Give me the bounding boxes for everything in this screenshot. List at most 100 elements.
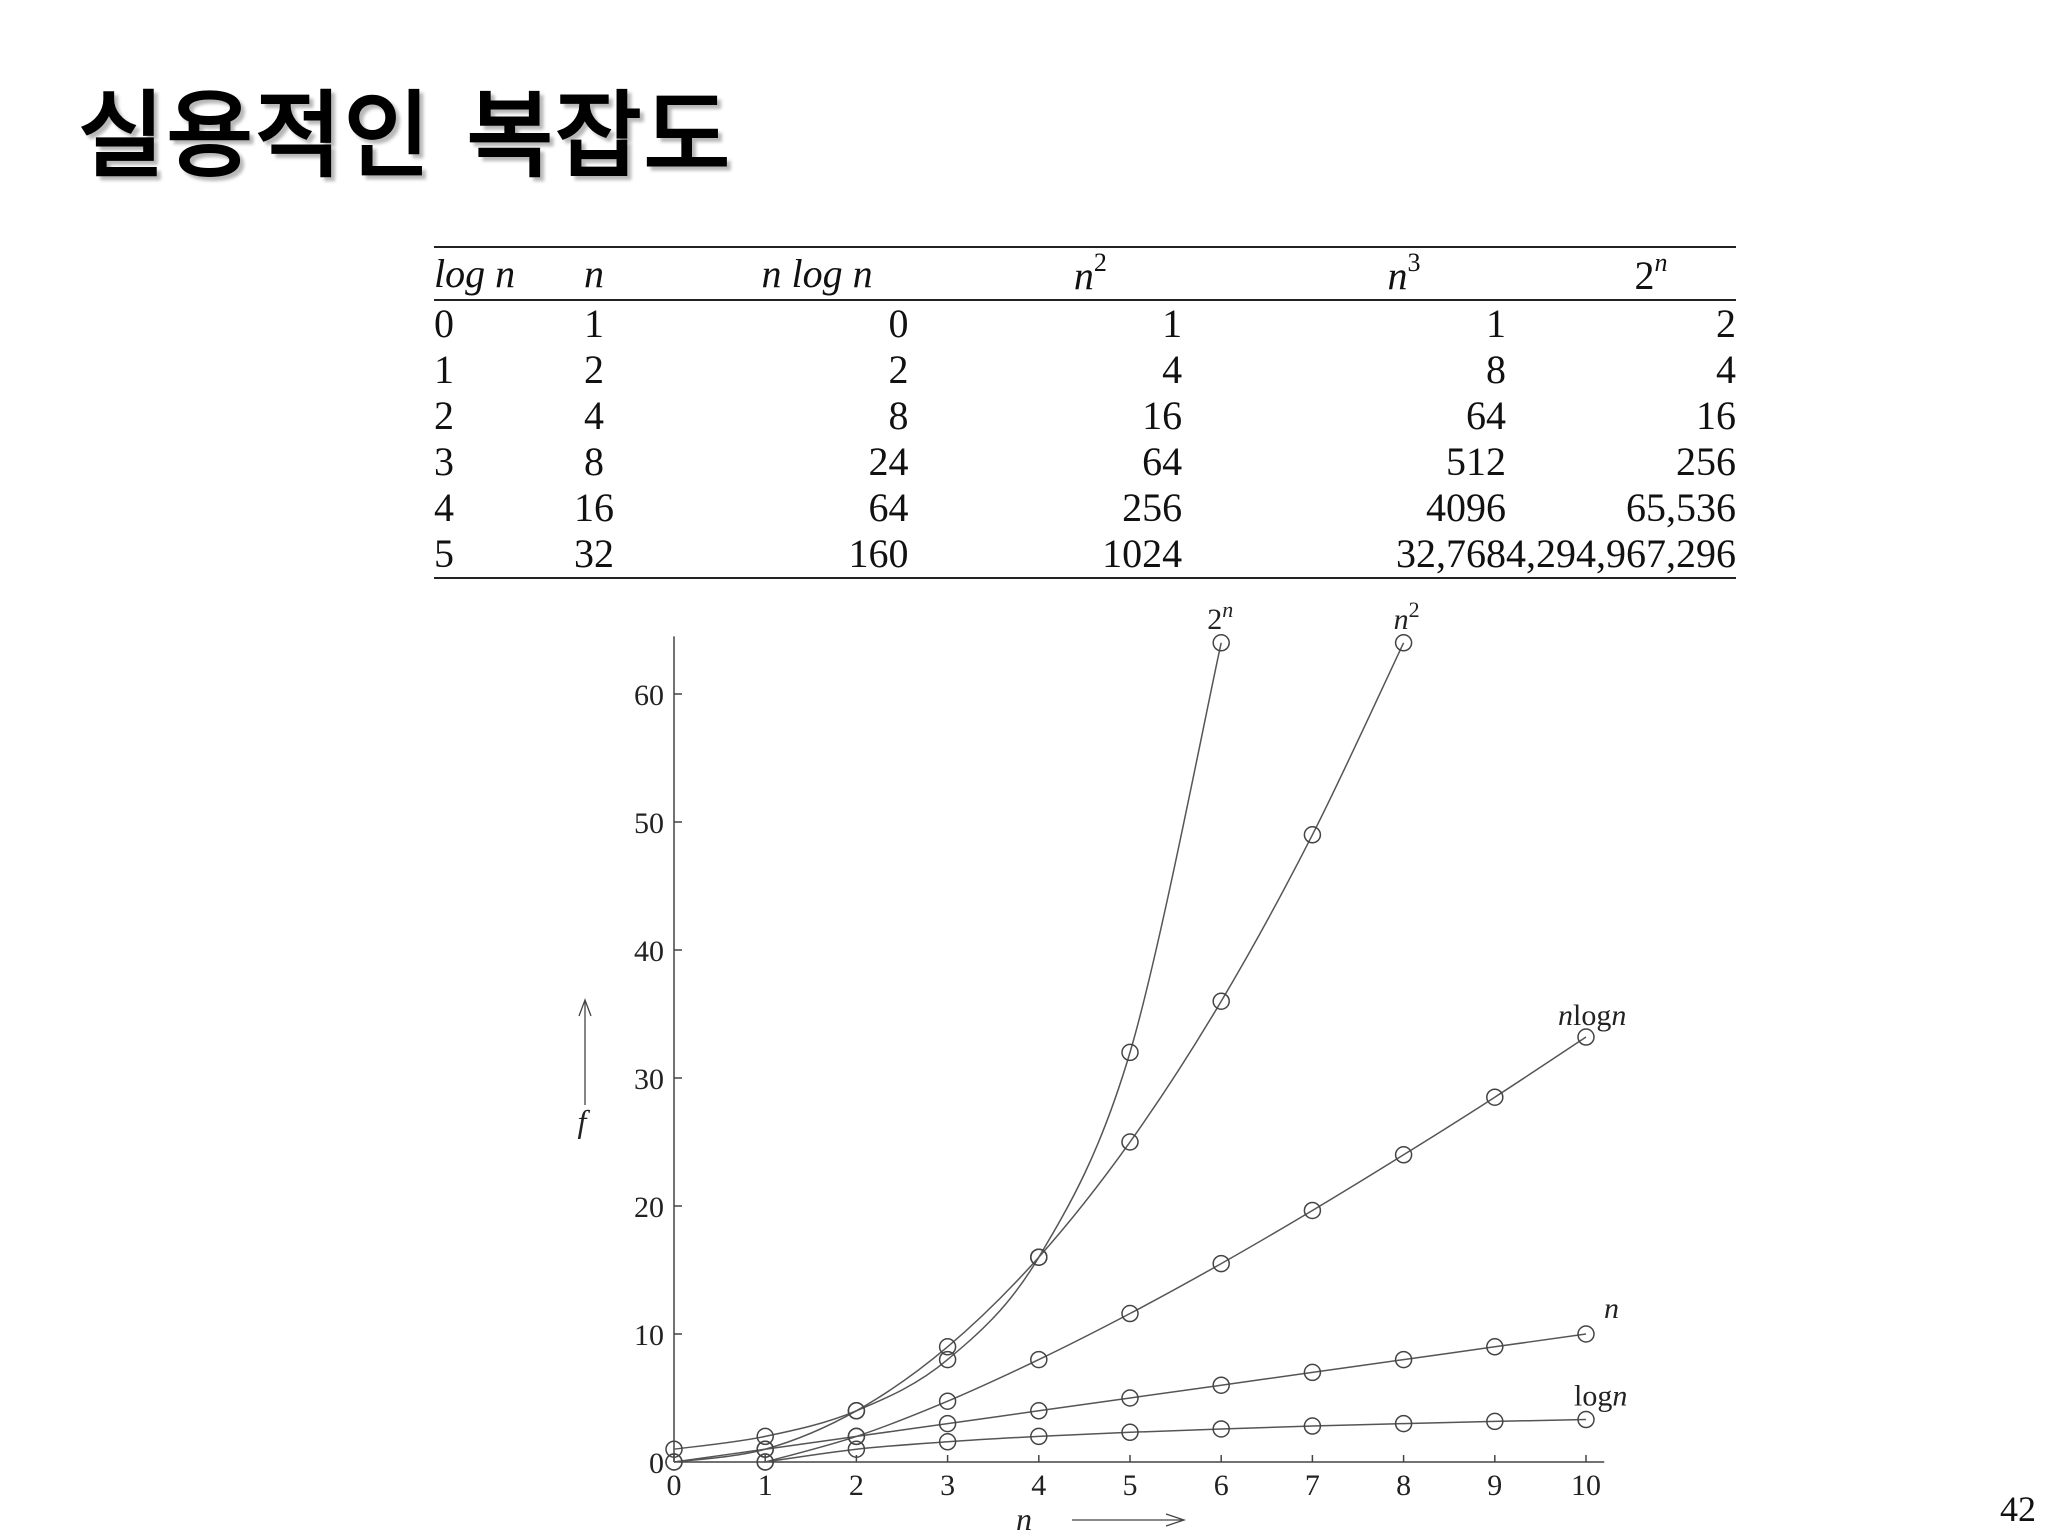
series-line [673,642,1405,1463]
table-cell: 4 [1162,347,1183,392]
table-cell: 64 [1466,393,1506,438]
data-point [1212,634,1230,652]
y-tick-label: 30 [634,1063,664,1096]
y-tick-label: 10 [634,1319,664,1352]
series-line [673,1333,1587,1463]
table-cell: 8 [1486,347,1506,392]
table-cell: 16 [1696,393,1736,438]
data-point [1212,1254,1230,1273]
table-cell: 2 [434,393,454,438]
table-header-row: log n n n log n n2 n3 2n [434,247,1736,300]
series-label: logn [1574,1380,1627,1413]
table-cell: 64 [1142,439,1183,484]
data-point [1303,1417,1322,1435]
table-cell: 3 [434,439,454,484]
x-tick-label: 2 [849,1469,864,1502]
data-point [1121,1423,1139,1442]
x-axis-arrowhead [1165,1513,1187,1527]
table-cell: 24 [868,439,909,484]
table-cell: 2 [1716,301,1736,346]
series-label: n [1604,1292,1619,1325]
data-point [1486,1412,1504,1431]
table-cell: 2 [583,347,604,392]
data-point [1577,1325,1595,1343]
data-point [847,1440,866,1458]
header-n-squared: n2 [1073,248,1107,298]
page-number: 42 [2000,1489,2036,1529]
data-point [847,1427,866,1446]
series-label: nlogn [1558,999,1626,1032]
table-cell: 4096 [1426,485,1506,530]
data-point [1121,1389,1139,1407]
table-cell: 4,294,967,296 [1506,531,1736,576]
table-cell: 256 [1676,439,1736,484]
table-cell: 8 [888,393,909,438]
header-n-log-n: n log n [761,251,873,296]
data-point [938,1433,957,1451]
data-point [1121,1133,1139,1151]
table-cell: 0 [434,301,454,346]
table-cell: 4 [583,393,604,438]
data-point [938,1392,957,1410]
x-tick-label: 8 [1396,1469,1411,1502]
data-point [1394,1146,1413,1164]
y-tick-label: 20 [634,1191,664,1224]
data-point [1030,1427,1048,1446]
data-point [1030,1248,1048,1266]
y-tick-label: 50 [634,807,664,840]
series-label: n2 [1394,597,1420,636]
header-two-pow-n: 2n [1634,248,1668,298]
x-tick-label: 3 [940,1469,955,1502]
table-cell: 512 [1446,439,1506,484]
y-tick-label: 0 [649,1447,664,1480]
table-cell: 1024 [1102,531,1183,576]
data-point [665,1453,683,1471]
data-point [1394,1414,1413,1433]
data-point [665,1440,683,1458]
x-tick-label: 0 [667,1469,682,1502]
data-point [1486,1088,1504,1106]
data-point [1394,634,1413,652]
x-tick-label: 9 [1487,1469,1502,1502]
table-body: 0 1 0 1 1 2 1 2 2 4 8 4 2 4 8 16 64 16 3 8 24 64 512 256 4 16 64 25… [434,300,1736,578]
header-n-cubed: n3 [1387,248,1421,298]
y-tick-label: 60 [634,679,664,712]
data-point [1303,826,1322,844]
data-point [1212,1376,1230,1394]
header-n: n [583,251,604,296]
data-point [1121,1304,1139,1323]
table-cell: 8 [583,439,604,484]
data-point [1030,1402,1048,1420]
table-cell: 4 [434,485,454,530]
series-line [764,1036,1587,1463]
table-cell: 256 [1122,485,1183,530]
data-point [938,1414,957,1433]
data-point [1486,1338,1504,1356]
table-cell: 1 [1486,301,1506,346]
series-line [673,642,1222,1450]
x-tick-label: 1 [758,1469,773,1502]
slide-title: 실용적인 복잡도 [78,82,733,191]
table-row: 3 8 24 64 512 256 [434,439,1736,485]
table-cell: 1 [1162,301,1183,346]
series-label: 2n [1207,597,1233,636]
table-cell: 16 [1142,393,1183,438]
x-tick-label: 5 [1123,1469,1138,1502]
table-row: 2 4 8 16 64 16 [434,393,1736,439]
table-cell: 32,768 [1396,531,1506,576]
y-axis-arrowhead [578,998,592,1017]
table-cell: 5 [434,531,454,576]
data-point [938,1338,957,1356]
table-row: 4 16 64 256 4096 65,536 [434,485,1736,531]
series-line [765,1418,1587,1463]
table-cell: 1 [434,347,454,392]
x-tick-label: 10 [1571,1469,1601,1502]
table-cell: 160 [848,531,909,576]
data-point [938,1350,957,1369]
table-cell: 2 [888,347,909,392]
table-cell: 16 [573,485,614,530]
y-axis-label: f [578,1103,591,1139]
header-log-n: log n [434,251,516,296]
